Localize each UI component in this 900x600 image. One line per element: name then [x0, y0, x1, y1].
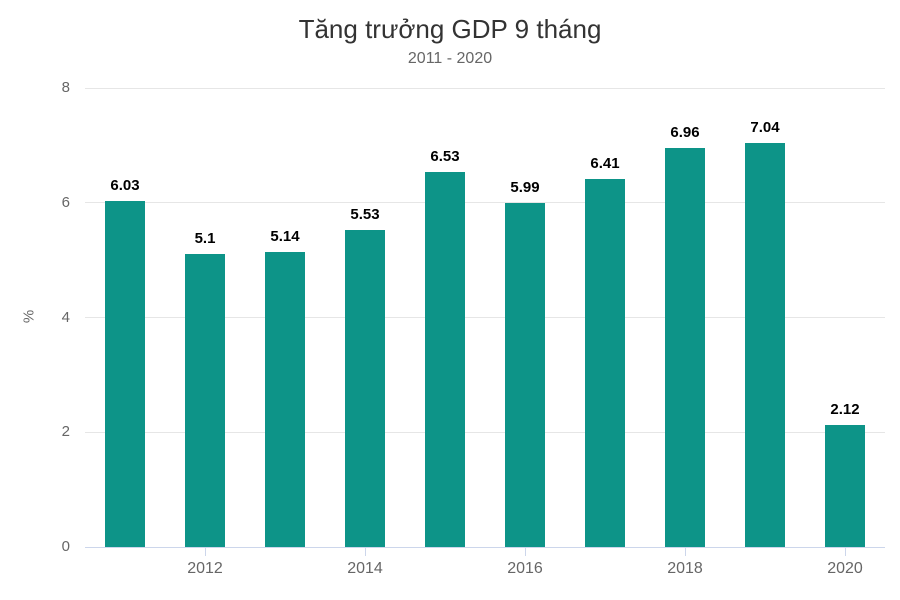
gridline-y-6	[85, 202, 885, 204]
bar-2019[interactable]	[745, 143, 785, 547]
chart-subtitle: 2011 - 2020	[407, 50, 493, 67]
bar-2011[interactable]	[105, 201, 145, 547]
bar-value-label-2013: 5.14	[270, 228, 300, 246]
x-tick-2012	[204, 547, 206, 556]
x-tick-label-2014: 2014	[347, 560, 383, 577]
chart-title: Tăng trưởng GDP 9 tháng	[298, 14, 602, 44]
bar-2015[interactable]	[425, 172, 465, 547]
bar-2012[interactable]	[185, 254, 225, 547]
y-tick-label: 4	[61, 308, 70, 326]
bar-2013[interactable]	[265, 252, 305, 547]
bar-value-label-2017: 6.41	[590, 155, 620, 173]
bar-value-label-2019: 7.04	[750, 119, 780, 137]
bar-value-label-2020: 2.12	[830, 401, 860, 419]
x-tick-2018	[684, 547, 686, 556]
x-tick-label-2012: 2012	[187, 560, 223, 577]
plot-area: 0 2 4 6 8 6.03 5.1 5.14 5.53 6.53 5.99 6.41 6.96 7.04…	[62, 80, 885, 577]
x-tick-label-2016: 2016	[507, 560, 543, 577]
x-tick-2014	[364, 547, 366, 556]
y-tick-label: 0	[61, 538, 70, 555]
bar-value-label-2011: 6.03	[110, 177, 140, 195]
bar-2020[interactable]	[825, 425, 865, 547]
gridline-y-8	[85, 87, 885, 89]
y-tick-label: 6	[61, 193, 70, 211]
y-tick-label: 8	[61, 79, 70, 96]
bar-value-label-2016: 5.99	[510, 179, 540, 197]
x-tick-label-2018: 2018	[667, 560, 703, 577]
x-tick-2020	[844, 547, 846, 556]
gridline-y-4	[85, 317, 885, 318]
bar-value-label-2015: 6.53	[430, 148, 460, 166]
bar-value-label-2014: 5.53	[350, 205, 380, 223]
x-axis-line	[85, 547, 885, 548]
gridline-y-2	[85, 431, 885, 433]
x-tick-2016	[524, 547, 526, 556]
bar-2016[interactable]	[505, 203, 545, 547]
bar-2017[interactable]	[585, 179, 625, 547]
y-tick-label: 2	[61, 423, 70, 441]
bar-2018[interactable]	[665, 147, 705, 547]
bar-value-label-2012: 5.1	[194, 230, 216, 248]
bar-value-label-2018: 6.96	[670, 123, 700, 141]
bar-2014[interactable]	[345, 229, 385, 547]
x-tick-label-2020: 2020	[827, 560, 863, 577]
